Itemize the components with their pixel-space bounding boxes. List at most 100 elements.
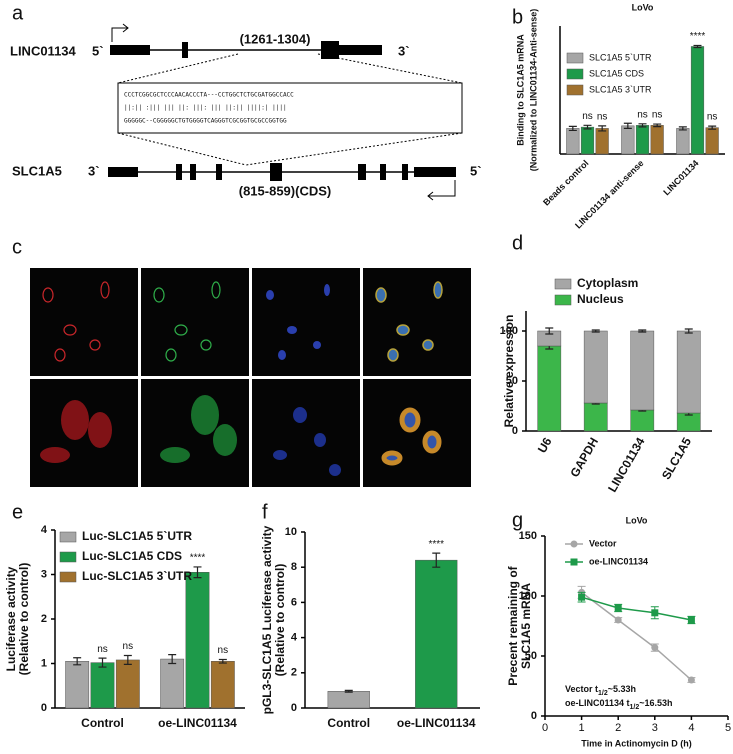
panel-label: g	[512, 509, 523, 531]
legend-swatch	[566, 52, 584, 64]
y-tick-label: 10	[285, 526, 297, 538]
error-bar	[684, 328, 693, 334]
significance-label: ****	[190, 553, 206, 564]
site-label: (1261-1304)	[240, 31, 311, 46]
legend-swatch	[566, 84, 584, 96]
error-bar	[638, 329, 647, 333]
significance-label: ns	[652, 110, 663, 121]
microscopy-grid	[30, 268, 471, 487]
end-label: 3`	[88, 163, 100, 178]
significance-label: ****	[690, 31, 706, 42]
y-axis-label: Precent remaining of	[506, 565, 520, 685]
marker	[578, 593, 586, 601]
y-tick-label: 50	[525, 650, 537, 662]
arrow	[427, 180, 456, 201]
x-tick-label: Beads control	[541, 158, 591, 208]
series-line	[581, 596, 692, 621]
exon	[321, 41, 339, 59]
annotation-part: ~5.33h	[608, 684, 636, 694]
bar	[676, 128, 690, 155]
y-tick-label: 150	[519, 530, 537, 542]
error-bar	[598, 125, 607, 132]
bar	[115, 659, 140, 709]
y-tick-label: 0	[41, 702, 47, 714]
error-bar	[708, 125, 717, 130]
y-tick-label: 0	[512, 425, 518, 437]
y-axis-label: (Normalized to LINC01134-Anti-sense)	[528, 9, 538, 172]
y-tick-label: 4	[41, 524, 48, 536]
y-axis-label: Binding to SLC1A5 mRNA	[515, 34, 525, 146]
x-tick-label: Control	[327, 716, 370, 730]
exon	[380, 164, 386, 180]
marker	[687, 616, 695, 624]
y-tick-label: 8	[291, 561, 297, 573]
bar	[90, 662, 115, 709]
marker	[651, 609, 659, 617]
alignment-line: CCCTCGGCGCTCCCAACACCCTA---CCTGGCTCTGCGAT…	[124, 92, 294, 99]
legend-label: Luc-SLC1A5 5`UTR	[82, 529, 192, 543]
y-axis-label: pGL3-SLC1A5 Luciferase activity	[260, 525, 274, 714]
legend-label: oe-LINC01134	[589, 556, 648, 566]
error-bar	[123, 654, 132, 665]
annotation-part: ~16.53h	[639, 698, 672, 708]
y-tick-label: 100	[519, 590, 537, 602]
panel-label: f	[262, 501, 268, 523]
significance-label: ns	[637, 109, 648, 120]
y-tick-label: 0	[531, 710, 537, 722]
error-bar	[653, 123, 662, 128]
image	[141, 268, 249, 376]
legend-label: SLC1A5 CDS	[589, 68, 644, 78]
exon	[402, 164, 408, 180]
end-label: 5`	[470, 163, 482, 178]
legend-label: Cytoplasm	[577, 276, 638, 290]
cells-red-zoom	[40, 400, 112, 463]
bar	[537, 345, 562, 432]
y-tick-label: 4	[291, 632, 298, 644]
cells-green	[153, 281, 221, 362]
y-tick-label: 2	[291, 667, 297, 679]
significance-label: ****	[428, 539, 444, 550]
annotation: Vector t1/2~5.33h	[565, 684, 636, 697]
site-label: (815-859)(CDS)	[239, 183, 331, 198]
x-axis-label: Time in Actinomycin D (h)	[581, 738, 692, 748]
legend-label: SLC1A5 3`UTR	[589, 84, 652, 94]
bar	[650, 125, 664, 155]
x-tick-label: LINC01134	[605, 435, 648, 495]
significance-label: ns	[97, 644, 108, 655]
bar	[621, 125, 635, 155]
diagram: LINC01134 5` 3` (1261-1304) CCCTCGGCGCTC…	[10, 23, 482, 201]
bar	[635, 125, 650, 155]
error-bar	[98, 657, 107, 668]
error-bar	[583, 124, 592, 130]
bar	[210, 661, 235, 709]
significance-label: ns	[218, 645, 229, 656]
exon	[190, 164, 196, 180]
legend-marker	[570, 558, 578, 566]
panel-label: e	[12, 501, 23, 523]
annotation-part: 1/2	[630, 704, 640, 711]
annotation-part: Vector t	[565, 684, 598, 694]
significance-label: ns	[597, 111, 608, 122]
error-bar	[168, 654, 177, 665]
significance-label: ns	[582, 111, 593, 122]
x-tick-label: oe-LINC01134	[158, 716, 237, 730]
gene-label: LINC01134	[10, 43, 77, 58]
end-label: 3`	[398, 43, 410, 58]
exon	[182, 42, 188, 58]
legend-swatch	[554, 294, 572, 306]
exon	[216, 164, 222, 180]
image	[252, 268, 360, 376]
legend-swatch	[59, 551, 77, 563]
x-tick-label: U6	[535, 435, 555, 456]
bar	[676, 412, 701, 432]
error-bar	[545, 327, 554, 335]
y-tick-label: 6	[291, 596, 297, 608]
y-tick-label: 50	[506, 375, 518, 387]
legend-marker	[570, 540, 578, 548]
legend-swatch	[59, 571, 77, 583]
annotation-part: oe-LINC01134 t	[565, 698, 630, 708]
series-line	[581, 591, 692, 681]
exon	[176, 164, 182, 180]
legend-label: SLC1A5 5`UTR	[589, 52, 652, 62]
image	[252, 379, 360, 487]
